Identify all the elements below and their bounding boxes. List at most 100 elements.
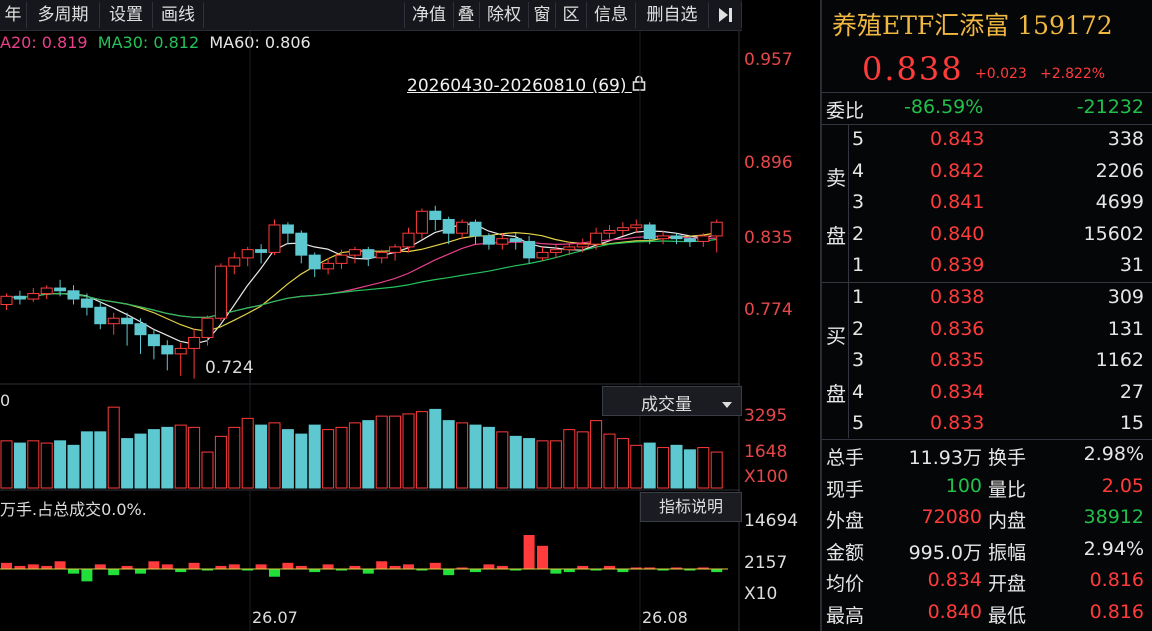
level-number: 3 (852, 349, 865, 371)
stat-value: 100 (945, 474, 982, 497)
candle-body (375, 251, 388, 259)
candle-body (590, 232, 603, 245)
level-number: 1 (852, 286, 865, 308)
volume-bar (670, 444, 683, 489)
order-book-row[interactable]: 2 0.840 15602 (822, 219, 1152, 251)
level-volume: 338 (1107, 128, 1144, 150)
security-title: 养殖ETF汇添富 159172 (832, 11, 1113, 40)
order-book-row[interactable]: 5 0.833 15 (822, 408, 1152, 440)
volume-bar (616, 438, 629, 489)
indicator-bar (617, 569, 629, 573)
indicator-bar (711, 569, 723, 573)
volume-bar (214, 435, 227, 489)
collapse-right-icon[interactable] (709, 2, 742, 28)
level-price: 0.842 (930, 159, 985, 182)
buy-label: 盘 (826, 382, 846, 406)
volume-bar (375, 415, 388, 489)
indicator-bar (510, 569, 522, 571)
indicator-bar (269, 569, 280, 577)
indicator-summary: 万手.占总成交0.0%. (0, 500, 147, 519)
toolbar-multi-period-button[interactable]: 多周期 (27, 2, 100, 28)
volume-bar (13, 442, 26, 489)
indicator-bar (349, 565, 361, 569)
order-book-row[interactable]: 4 0.842 2206 (822, 156, 1152, 188)
order-book-row[interactable]: 5 0.843 338 (822, 124, 1152, 156)
candle-body (509, 238, 522, 242)
stat-label: 换手 (988, 447, 1027, 469)
volume-bar (94, 431, 107, 489)
level-price: 0.838 (930, 286, 985, 308)
indicator-bar (496, 565, 508, 569)
volume-bar (241, 417, 254, 489)
indicator-bar (309, 569, 321, 573)
candle-body (482, 235, 495, 245)
toolbar-remove-watchlist-button[interactable]: 删自选 (636, 2, 709, 28)
buy-label: 买 (826, 324, 846, 348)
ma20-label: A20: 0.819 (0, 33, 88, 52)
order-book-row[interactable]: 4 0.834 27 (822, 377, 1152, 409)
level-volume: 31 (1119, 254, 1144, 276)
volume-bar (563, 429, 576, 489)
toolbar-window-button[interactable]: 窗 (529, 2, 556, 28)
indicator-bar (537, 545, 548, 569)
stat-label: 金额 (826, 541, 865, 564)
ma10-line (5, 231, 717, 332)
volume-bar (67, 444, 80, 489)
level-price: 0.834 (930, 380, 985, 403)
volume-bar (657, 447, 670, 489)
volume-bar (281, 429, 294, 489)
candle-body (295, 232, 308, 256)
volume-bar (496, 431, 509, 489)
order-book-row[interactable]: 3 0.841 4699 (822, 187, 1152, 219)
indicator-bar (255, 564, 267, 569)
candle-body (40, 287, 53, 295)
indicator-help-button[interactable]: 指标说明 (640, 492, 742, 522)
candle-body (643, 224, 656, 240)
order-book-row[interactable]: 2 0.836 131 (822, 314, 1152, 346)
toolbar-overlay-button[interactable]: 叠 (453, 2, 480, 28)
volume-axis-label: 3295 (744, 406, 788, 426)
level-volume: 15 (1119, 412, 1144, 434)
order-book-row[interactable]: 3 0.835 1162 (822, 345, 1152, 377)
lock-icon[interactable] (632, 75, 646, 96)
toolbar-year-button[interactable]: 年 (0, 2, 27, 28)
order-book-row[interactable]: 1 0.839 31 (822, 250, 1152, 282)
weibi-row: 委比 -86.59% -21232 (822, 92, 1152, 124)
toolbar-nav-button[interactable]: 净值 (404, 2, 454, 28)
volume-bar (335, 426, 348, 489)
indicator-bar (282, 562, 294, 569)
toolbar-draw-line-button[interactable]: 画线 (153, 2, 204, 28)
indicator-bar (242, 569, 254, 571)
level-number: 2 (852, 222, 865, 245)
level-price: 0.840 (930, 222, 985, 245)
level-number: 2 (852, 317, 865, 340)
candle-body (576, 243, 589, 248)
toolbar-ex-rights-button[interactable]: 除权 (480, 2, 529, 28)
toolbar-settings-button[interactable]: 设置 (100, 2, 153, 28)
volume-bar (536, 440, 549, 489)
ma30-label: MA30: 0.812 (97, 33, 200, 52)
stat-row: 最高 0.840 最低 0.816 (822, 597, 1152, 629)
volume-bar (482, 426, 495, 489)
ma-legend: A20: 0.819 MA30: 0.812 MA60: 0.806 (0, 33, 311, 52)
indicator-bar (322, 564, 334, 569)
indicator-bar (135, 569, 146, 574)
volume-indicator-select[interactable]: 成交量 (602, 386, 742, 416)
indicator-bar (697, 567, 709, 569)
level-price: 0.833 (930, 412, 985, 434)
toolbar-info-button[interactable]: 信息 (587, 2, 636, 28)
stat-value: 0.840 (927, 601, 982, 623)
volume-bar (80, 431, 93, 489)
kline-chart[interactable] (0, 31, 740, 631)
volume-bar (188, 426, 201, 489)
candle-body (563, 246, 576, 251)
volume-bar (134, 433, 147, 489)
candle-body (456, 221, 469, 234)
order-book-row[interactable]: 1 0.838 309 (822, 282, 1152, 314)
candle-body (121, 317, 134, 325)
candle-body (201, 317, 214, 338)
toolbar-range-button[interactable]: 区 (556, 2, 587, 28)
stat-label: 最高 (826, 605, 865, 627)
date-range-label[interactable]: 20260430-20260810 (69) (407, 75, 646, 96)
volume-bar (456, 422, 469, 489)
